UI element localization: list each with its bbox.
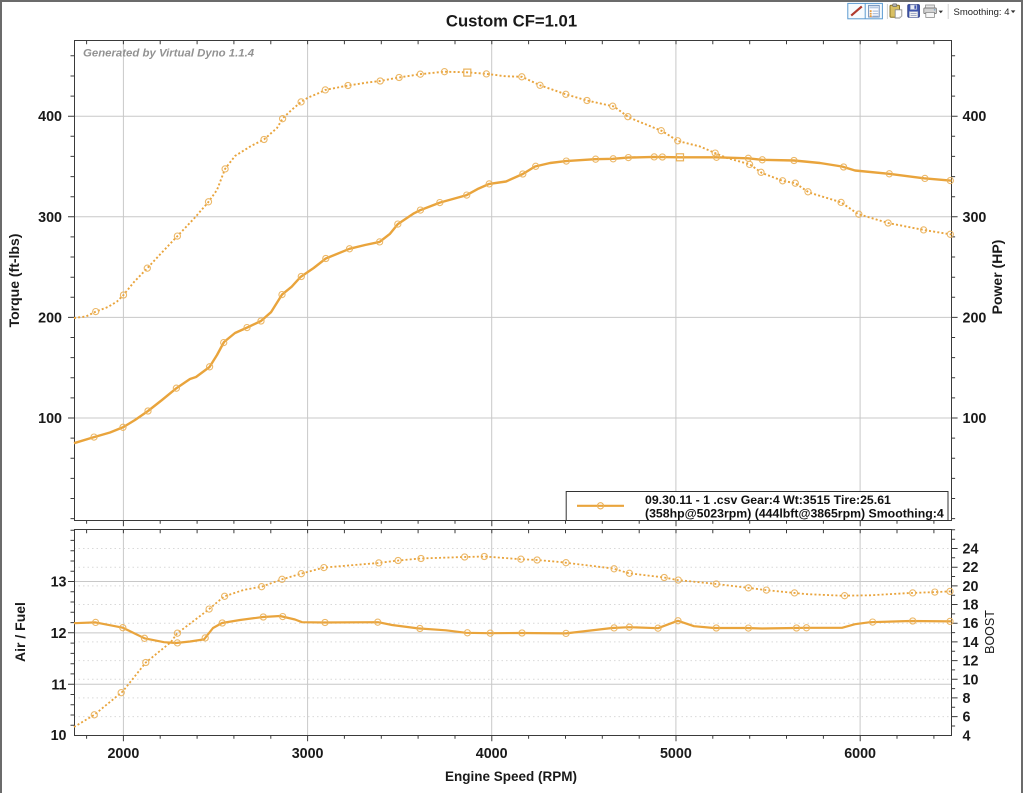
svg-text:12: 12 <box>963 654 979 670</box>
svg-text:Generated by Virtual Dyno 1.1.: Generated by Virtual Dyno 1.1.4 <box>83 48 255 60</box>
svg-text:200: 200 <box>963 310 987 326</box>
svg-text:18: 18 <box>963 598 979 614</box>
svg-text:Air / Fuel: Air / Fuel <box>12 602 28 662</box>
svg-text:6: 6 <box>963 710 971 726</box>
svg-text:100: 100 <box>38 411 62 427</box>
svg-text:300: 300 <box>38 210 62 226</box>
svg-text:400: 400 <box>38 109 62 125</box>
svg-text:Power (HP): Power (HP) <box>989 240 1005 315</box>
svg-text:24: 24 <box>963 542 979 558</box>
svg-text:100: 100 <box>963 411 987 427</box>
svg-text:10: 10 <box>51 728 67 744</box>
svg-text:400: 400 <box>963 109 987 125</box>
svg-text:Custom CF=1.01: Custom CF=1.01 <box>446 12 577 31</box>
svg-text:Engine Speed (RPM): Engine Speed (RPM) <box>445 769 577 784</box>
svg-text:22: 22 <box>963 560 979 576</box>
svg-text:2000: 2000 <box>107 746 139 762</box>
svg-text:200: 200 <box>38 310 62 326</box>
svg-text:(358hp@5023rpm) (444lbft@3865r: (358hp@5023rpm) (444lbft@3865rpm) Smooth… <box>645 506 944 520</box>
svg-text:4: 4 <box>963 728 971 744</box>
svg-text:Smoothing: 4: Smoothing: 4 <box>954 7 1010 18</box>
svg-text:12: 12 <box>51 626 67 642</box>
svg-text:13: 13 <box>51 575 67 591</box>
svg-text:300: 300 <box>963 210 987 226</box>
svg-text:09.30.11 - 1 .csv Gear:4 Wt:35: 09.30.11 - 1 .csv Gear:4 Wt:3515 Tire:25… <box>645 493 891 507</box>
svg-text:3000: 3000 <box>292 746 324 762</box>
svg-text:10: 10 <box>963 672 979 688</box>
svg-text:20: 20 <box>963 579 979 595</box>
svg-text:5000: 5000 <box>660 746 692 762</box>
svg-text:11: 11 <box>51 677 66 693</box>
svg-text:8: 8 <box>963 691 971 707</box>
svg-text:14: 14 <box>963 635 979 651</box>
svg-text:16: 16 <box>963 616 979 632</box>
svg-text:6000: 6000 <box>844 746 876 762</box>
svg-text:BOOST: BOOST <box>983 610 997 654</box>
svg-text:4000: 4000 <box>476 746 508 762</box>
svg-text:Torque (ft-lbs): Torque (ft-lbs) <box>6 234 22 328</box>
